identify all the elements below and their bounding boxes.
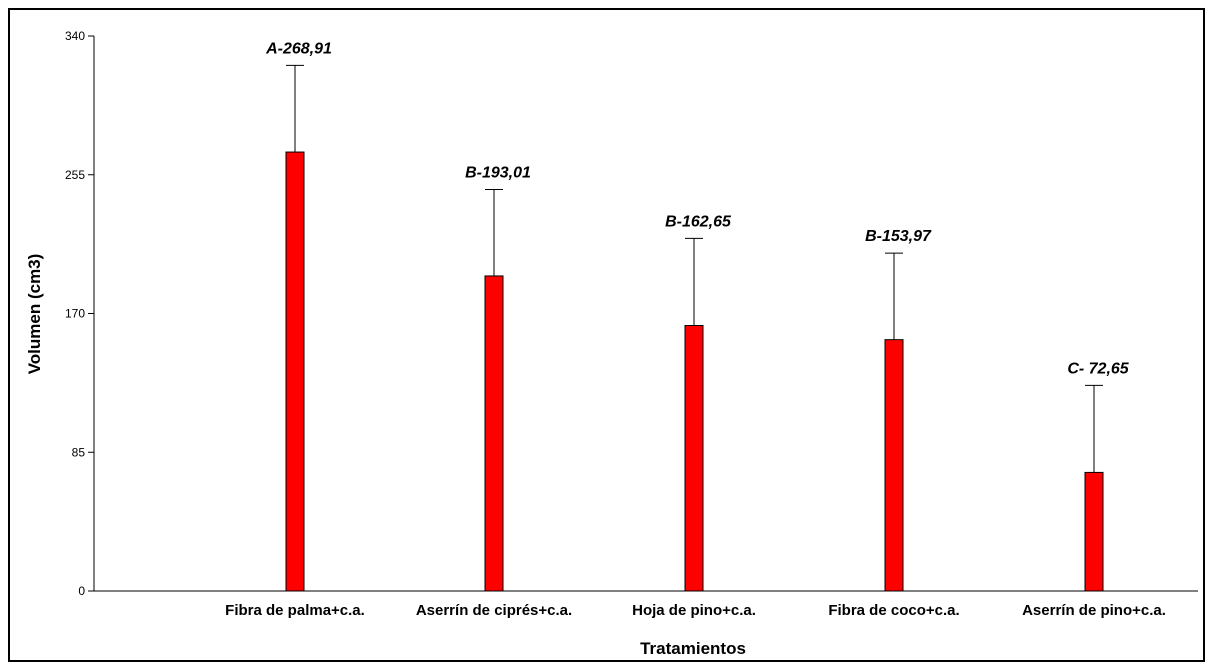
- bar-data-label: A-268,91: [265, 40, 332, 57]
- bar-data-label: B-193,01: [465, 164, 531, 181]
- x-category-label: Aserrín de ciprés+c.a.: [416, 602, 572, 619]
- bar: [285, 151, 305, 592]
- bar: [684, 324, 704, 592]
- x-category-label: Hoja de pino+c.a.: [632, 602, 756, 619]
- bar-data-label: C- 72,65: [1067, 360, 1129, 377]
- y-tick-label: 85: [72, 445, 86, 459]
- y-tick-label: 340: [65, 29, 85, 43]
- y-tick-label: 0: [78, 584, 85, 598]
- y-tick-label: 255: [65, 168, 85, 182]
- axes-group: 0 85 170 255 340: [65, 29, 1198, 598]
- x-category-label: Aserrín de pino+c.a.: [1022, 602, 1166, 619]
- x-category-label: Fibra de palma+c.a.: [225, 602, 365, 619]
- y-axis-title: Volumen (cm3): [25, 254, 44, 375]
- chart-frame: [8, 8, 1205, 662]
- labels-group: A-268,91 Fibra de palma+c.a. B-193,01 Aserr…: [225, 40, 1166, 619]
- x-category-label: Fibra de coco+c.a.: [828, 602, 959, 619]
- error-bars-group: [286, 64, 1103, 473]
- bar-data-label: B-162,65: [665, 213, 732, 230]
- bar: [884, 339, 904, 592]
- bar: [484, 275, 504, 592]
- x-axis-title: Tratamientos: [640, 639, 746, 658]
- y-tick-label: 170: [65, 307, 85, 321]
- bar-data-label: B-153,97: [865, 228, 932, 245]
- bars-group: [285, 151, 1104, 592]
- bar: [1084, 471, 1104, 592]
